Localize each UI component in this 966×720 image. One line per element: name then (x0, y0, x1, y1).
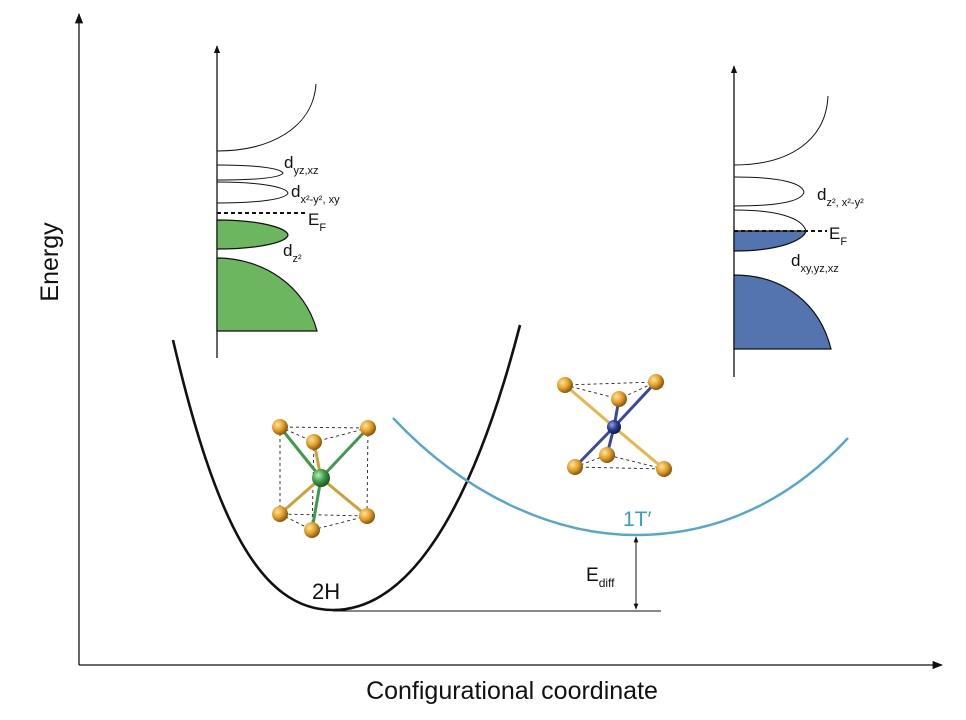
dos-2h-dz2-label: dz² (283, 241, 302, 265)
chalcogen-atom (306, 434, 322, 450)
chalcogen-atom (648, 374, 664, 390)
dos-2h-valence-band (216, 257, 318, 332)
curve-1t (392, 417, 849, 537)
label-2h: 2H (312, 579, 340, 604)
chalcogen-atom (272, 506, 288, 522)
chalcogen-atom (611, 391, 627, 407)
chalcogen-atom (656, 461, 672, 477)
dos-1t-valence-band (733, 274, 832, 350)
structure-2h-trigonal-prism (272, 419, 376, 538)
chalcogen-atom (567, 459, 583, 475)
structure-2h-cage (279, 426, 369, 531)
dos-1t-dz2-band (733, 209, 807, 232)
metal-atom-2h (312, 469, 330, 487)
y-axis-label: Energy (36, 222, 64, 302)
dos-1t-dz2-label: dz², x²-y² (817, 185, 864, 209)
dos-1t-dxy-label: dxy,yz,xz (791, 251, 839, 275)
metal-atom-1t (607, 420, 621, 434)
chalcogen-atom (599, 447, 615, 463)
dos-1t-ef-label: EF (829, 224, 847, 248)
dos-2h-conduction-band (216, 83, 317, 152)
e-diff-label: Ediff (586, 565, 615, 590)
dos-2h-dz2-band (216, 219, 289, 250)
chalcogen-atom (359, 508, 375, 524)
dos-1t-dxy-band (733, 230, 807, 252)
chalcogen-atom (272, 419, 288, 435)
structure-1t-octahedral (557, 374, 672, 477)
label-1t: 1T′ (623, 508, 652, 531)
curve-2h (171, 324, 522, 612)
dos-2h-dyz-label: dyz,xz (284, 153, 319, 177)
chalcogen-atom (360, 420, 376, 436)
dos-1t-dz2-upper-band (733, 176, 805, 207)
dos-inset-1t: dz², x²-y² EF dxy,yz,xz (730, 65, 864, 377)
chalcogen-atom (304, 522, 320, 538)
dos-2h-ef-label: EF (308, 210, 326, 234)
dos-1t-conduction-band (733, 95, 829, 166)
dos-2h-dyz-band (216, 164, 284, 181)
chalcogen-atom (557, 377, 573, 393)
dos-2h-dx2y2-band (216, 181, 289, 204)
dos-inset-2h: dyz,xz dx²-y², xy EF dz² (213, 45, 340, 358)
x-axis-label: Configurational coordinate (366, 677, 658, 705)
dos-2h-dx2y2-label: dx²-y², xy (291, 182, 340, 206)
